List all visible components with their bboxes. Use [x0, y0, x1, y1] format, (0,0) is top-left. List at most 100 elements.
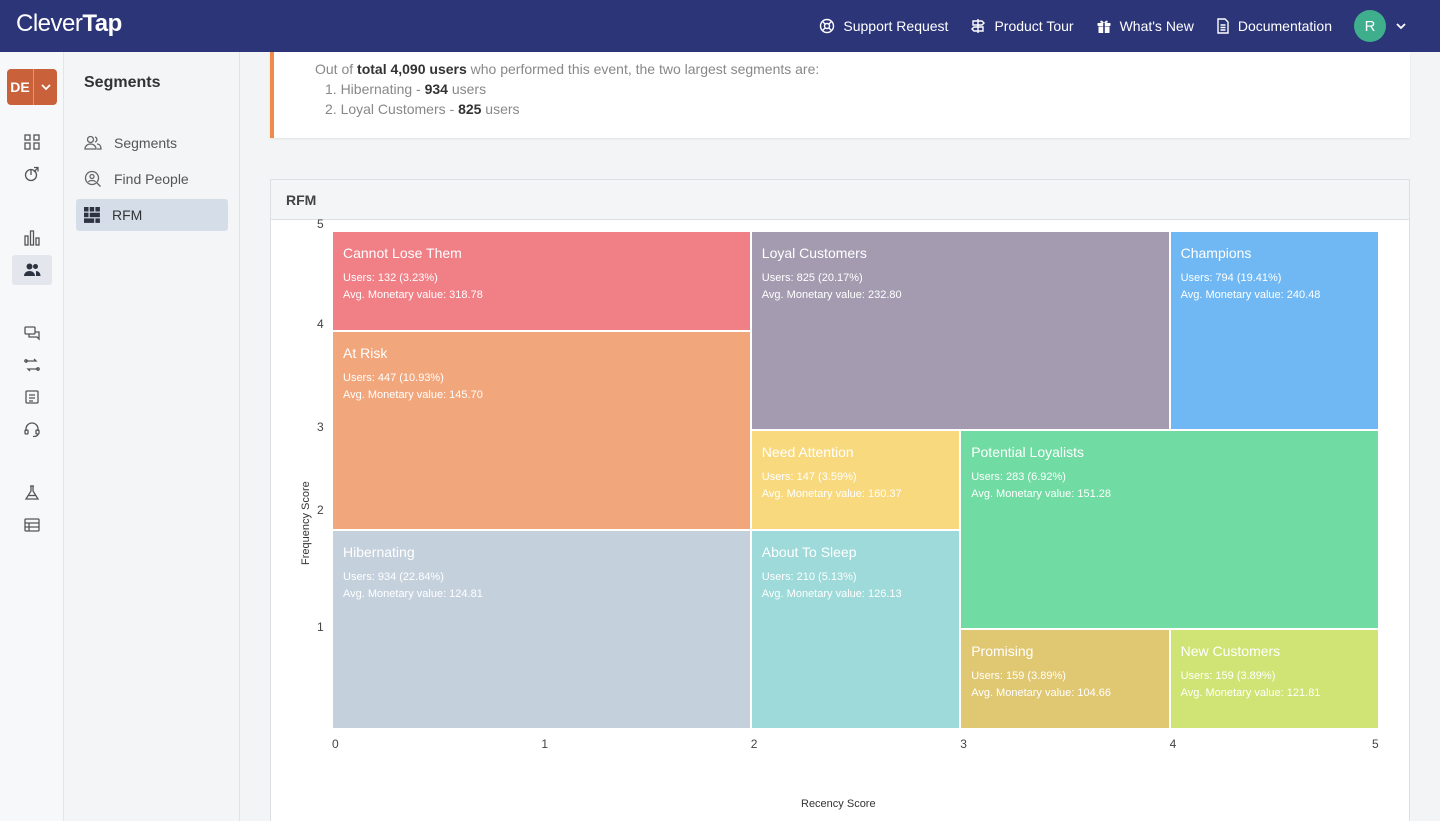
segment-avg-monetary: Avg. Monetary value: 126.13: [761, 587, 902, 600]
rfm-cell-potential-loyalists[interactable]: Potential Loyalists Users: 283 (6.92%) Avg…: [960, 430, 1379, 630]
x-tick-label: 4: [1169, 737, 1177, 751]
segment-avg-monetary: Avg. Monetary value: 232.80: [761, 289, 902, 301]
chat-icon: [24, 326, 40, 341]
segment-users: Users: 794 (19.41%): [1180, 272, 1282, 284]
icon-rail: DE: [0, 52, 64, 821]
chevron-down-icon[interactable]: [1396, 22, 1406, 30]
segment-users: Users: 147 (3.59%): [761, 471, 857, 484]
segment-avg-monetary: Avg. Monetary value: 240.48: [1180, 289, 1321, 301]
rfm-cell-hibernating[interactable]: Hibernating Users: 934 (22.84%) Avg. Monet…: [332, 529, 751, 729]
segment-users: Users: 210 (5.13%): [761, 570, 857, 583]
account-caret[interactable]: [33, 69, 57, 105]
support-request-link[interactable]: Support Request: [819, 18, 948, 34]
rfm-cell-new-customers[interactable]: New Customers Users: 159 (3.89%) Avg. Mone…: [1169, 629, 1379, 729]
rfm-cell-about-to-sleep[interactable]: About To Sleep Users: 210 (5.13%) Avg. Mon…: [750, 529, 961, 729]
summary-item-1: 1. Hibernating - 934 users: [325, 81, 486, 97]
x-tick-label: 5: [1372, 737, 1379, 751]
rail-reports[interactable]: [12, 223, 52, 253]
x-tick-label: 3: [960, 737, 967, 751]
sidebar-item-label: Find People: [114, 171, 189, 187]
rfm-cell-at-risk[interactable]: At Risk Users: 447 (10.93%) Avg. Monetary …: [332, 330, 751, 530]
rfm-cell-champions[interactable]: Champions Users: 794 (19.41%) Avg. Monetar…: [1169, 231, 1379, 431]
segment-name: Loyal Customers: [761, 245, 867, 261]
rail-campaigns[interactable]: [12, 318, 52, 348]
support-request-label: Support Request: [843, 18, 949, 34]
rail-journeys[interactable]: [12, 350, 52, 380]
users-icon: [24, 263, 41, 276]
dashboard-icon: [24, 134, 40, 150]
document-icon: [1217, 18, 1229, 34]
sidebar-item-segments[interactable]: Segments: [76, 127, 228, 159]
summary-text: 1. Hibernating -: [325, 81, 425, 97]
account-switcher[interactable]: DE: [7, 69, 57, 105]
summary-text: users: [447, 81, 487, 97]
rfm-cell-promising[interactable]: Promising Users: 159 (3.89%) Avg. Monetary…: [960, 629, 1170, 729]
rfm-panel-header: RFM: [271, 180, 1409, 220]
x-tick-label: 1: [541, 737, 549, 751]
table-icon: [24, 518, 40, 532]
flask-icon: [24, 485, 40, 500]
summary-count: 825: [458, 101, 482, 117]
users-icon: [84, 135, 102, 150]
rail-support[interactable]: [12, 414, 52, 444]
summary-total: total 4,090 users: [357, 61, 467, 77]
y-tick-label: 4: [317, 317, 324, 331]
y-axis-label: Frequency Score: [300, 481, 312, 565]
segment-users: Users: 825 (20.17%): [761, 272, 863, 284]
sidebar-item-label: RFM: [112, 207, 143, 223]
x-tick-label: 0: [332, 737, 339, 751]
segment-name: Potential Loyalists: [971, 444, 1085, 461]
rail-analytics[interactable]: [12, 159, 52, 189]
rfm-panel: RFM Frequency Score Recency Score Cannot…: [270, 179, 1410, 821]
grid-icon: [84, 207, 100, 223]
x-tick-label: 2: [750, 737, 758, 751]
headset-icon: [24, 422, 40, 438]
segment-avg-monetary: Avg. Monetary value: 318.78: [343, 289, 483, 301]
x-axis-label: Recency Score: [801, 798, 876, 810]
rail-catalog[interactable]: [12, 382, 52, 412]
rail-dashboards[interactable]: [12, 127, 52, 157]
avatar-initial: R: [1364, 17, 1376, 35]
sidebar-item-rfm[interactable]: RFM: [76, 199, 228, 231]
segment-name: New Customers: [1180, 643, 1281, 660]
y-tick-label: 2: [317, 503, 324, 517]
flow-icon: [24, 358, 40, 372]
user-search-icon: [84, 170, 101, 187]
sidebar-item-label: Segments: [114, 135, 178, 151]
summary-text: Out of: [315, 61, 358, 77]
segments-sidebar: Segments Segments Find People RFM: [64, 52, 240, 821]
rail-experiments[interactable]: [12, 478, 52, 508]
segment-users: Users: 159 (3.89%): [971, 670, 1066, 683]
segment-avg-monetary: Avg. Monetary value: 121.81: [1180, 687, 1321, 700]
rfm-cell-need-attention[interactable]: Need Attention Users: 147 (3.59%) Avg. Mon…: [750, 430, 961, 530]
rfm-title: RFM: [286, 191, 317, 208]
logo-text-clever: Clever: [16, 10, 83, 37]
segment-name: Champions: [1180, 245, 1252, 261]
rfm-chart: Frequency Score Recency Score Cannot Los…: [271, 217, 1409, 821]
sidebar-title: Segments: [84, 74, 161, 91]
product-tour-label: Product Tour: [994, 18, 1074, 34]
chevron-down-icon: [40, 84, 51, 91]
segment-name: Cannot Lose Them: [343, 245, 462, 261]
whats-new-link[interactable]: What's New: [1096, 18, 1194, 34]
rfm-cell-loyal-customers[interactable]: Loyal Customers Users: 825 (20.17%) Avg. M…: [750, 231, 1170, 431]
y-tick-label: 3: [317, 420, 324, 434]
bar-chart-icon: [24, 230, 40, 246]
rfm-cell-cannot-lose-them[interactable]: Cannot Lose Them Users: 132 (3.23%) Avg. M…: [332, 231, 751, 331]
sidebar-item-find-people[interactable]: Find People: [76, 163, 228, 195]
user-avatar[interactable]: R: [1354, 10, 1386, 42]
documentation-link[interactable]: Documentation: [1216, 18, 1332, 34]
summary-text: who performed this event, the two larges…: [466, 61, 820, 77]
y-tick-label: 5: [317, 217, 324, 231]
summary-line: Out of total 4,090 users who performed t…: [315, 61, 819, 77]
rail-segments[interactable]: [12, 255, 52, 285]
product-tour-link[interactable]: Product Tour: [970, 18, 1074, 34]
rail-settings[interactable]: [12, 510, 52, 540]
segment-avg-monetary: Avg. Monetary value: 104.66: [971, 687, 1112, 700]
clevertap-logo[interactable]: CleverTap: [16, 10, 122, 38]
account-label: DE: [10, 79, 30, 95]
summary-text: 2. Loyal Customers -: [325, 101, 459, 117]
segment-users: Users: 132 (3.23%): [343, 272, 438, 284]
whats-new-label: What's New: [1119, 18, 1194, 34]
summary-item-2: 2. Loyal Customers - 825 users: [325, 101, 520, 117]
